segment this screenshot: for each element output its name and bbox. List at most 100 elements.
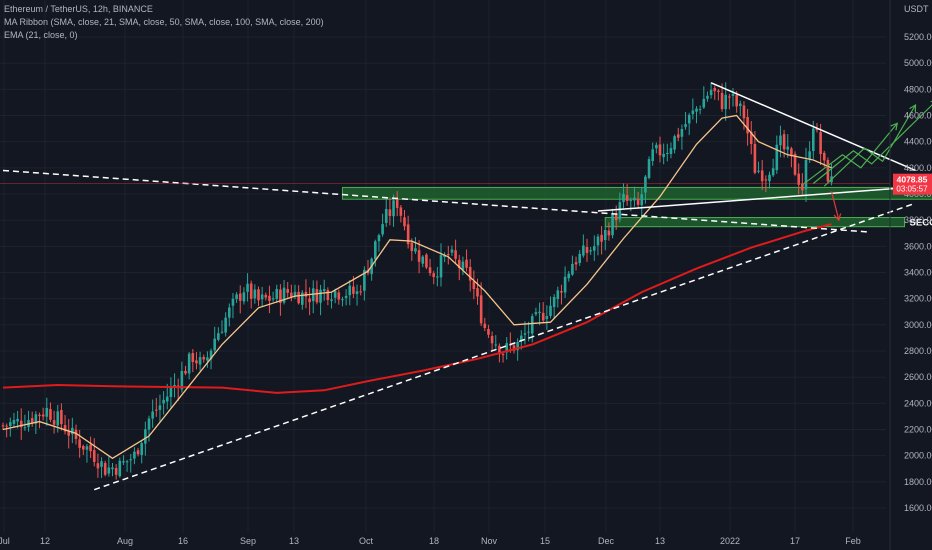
support-zone [604, 217, 906, 228]
candle-body [465, 259, 468, 268]
candle-body [472, 281, 476, 290]
candle-body [457, 259, 461, 269]
candle-body [45, 407, 49, 417]
time-axis[interactable]: Jul 12 Aug 16 Sep 13 Oct 18 Nov 15 Dec 13 2022 17 Feb [0, 536, 861, 546]
candle-body [30, 418, 34, 423]
candle-body [381, 224, 384, 235]
candle-body [238, 293, 242, 301]
candle-body [78, 439, 81, 448]
candle-body [406, 224, 410, 245]
candle-body [403, 217, 406, 227]
ema-21-line [2, 114, 832, 460]
candle-body [749, 131, 753, 144]
candle-body [301, 292, 304, 305]
ma-ribbon-legend[interactable]: MA Ribbon (SMA, close, 21, SMA, close, 5… [4, 17, 324, 27]
candle-body [739, 103, 742, 107]
candle-body [669, 148, 673, 154]
candle-body [593, 246, 596, 251]
last-price-value: 4078.85 [897, 175, 928, 185]
candle-body [454, 250, 457, 259]
solid-trendline [597, 185, 927, 212]
candle-body [202, 356, 206, 360]
candle-body [742, 105, 746, 119]
ema-legend[interactable]: EMA (21, close, 0) [4, 30, 78, 40]
x-tick-label: 17 [790, 536, 800, 546]
candle-body [235, 294, 238, 300]
candle-body [330, 299, 333, 301]
x-tick-label: 12 [40, 536, 50, 546]
red-arrow-head [833, 213, 842, 222]
candle-body [538, 311, 541, 314]
candle-body [308, 298, 311, 303]
candle-body [746, 117, 749, 134]
y-tick-label: 4800.00 [904, 84, 932, 94]
candle-body [49, 409, 52, 420]
candle-body [432, 273, 435, 278]
candle-body [709, 89, 713, 96]
candle-body [12, 420, 16, 424]
dashed-trendline [2, 169, 869, 233]
candle-body [253, 289, 257, 299]
x-tick-label: 13 [655, 536, 665, 546]
candle-body [85, 446, 89, 450]
candle-body [122, 461, 125, 463]
green-arrow-path [812, 104, 932, 184]
candle-body [74, 429, 78, 439]
candle-body [341, 299, 344, 301]
candle-body [384, 209, 388, 223]
candle-body [260, 294, 264, 300]
symbol-title[interactable]: Ethereum / TetherUS, 12h, BINANCE [4, 4, 153, 14]
candle-body [808, 151, 811, 160]
x-tick-label: 16 [178, 536, 188, 546]
candle-body [417, 250, 421, 262]
candle-body [757, 170, 760, 172]
candle-body [545, 316, 549, 320]
candle-body [571, 263, 574, 275]
candle-body [16, 418, 19, 422]
candle-body [684, 124, 687, 128]
support-zone-label: SECOND IMPORTANT SUPPORT LEVEL [910, 218, 932, 229]
candle-body [363, 269, 366, 291]
candle-body [60, 410, 63, 425]
candle-body [549, 305, 552, 316]
bar-countdown: 03:05:57 [896, 185, 928, 194]
candle-body [728, 96, 731, 98]
drawings [0, 82, 932, 491]
candle-body [136, 450, 140, 455]
y-tick-label: 2000.00 [904, 451, 932, 461]
candle-body [530, 316, 534, 334]
candle-body [760, 170, 764, 182]
candles [1, 82, 833, 480]
candle-body [618, 202, 622, 220]
candle-body [220, 331, 224, 333]
y-tick-label: 3800.00 [904, 215, 932, 225]
x-tick-label: Jul [0, 536, 10, 546]
candle-body [625, 195, 629, 201]
candle-body [67, 430, 70, 436]
candle-body [19, 420, 23, 428]
candle-body [644, 176, 647, 193]
y-tick-label: 3600.00 [904, 241, 932, 251]
candle-body [297, 291, 300, 304]
candle-body [111, 467, 114, 470]
candle-body [421, 256, 425, 264]
candle-body [582, 245, 585, 256]
candle-body [647, 159, 651, 178]
x-tick-label: Aug [117, 536, 133, 546]
green-arrow-path [802, 122, 898, 186]
candle-body [311, 288, 315, 302]
candle-body [213, 338, 216, 351]
candle-body [333, 291, 337, 298]
candle-body [209, 350, 213, 360]
candle-body [268, 295, 271, 301]
y-tick-label: 3000.00 [904, 320, 932, 330]
candle-body [275, 288, 279, 299]
candle-body [640, 194, 644, 206]
candle-body [34, 414, 38, 424]
red-arrow-path [830, 191, 840, 221]
candle-body [695, 108, 698, 112]
candle-body [82, 446, 85, 450]
candle-body [476, 288, 479, 297]
